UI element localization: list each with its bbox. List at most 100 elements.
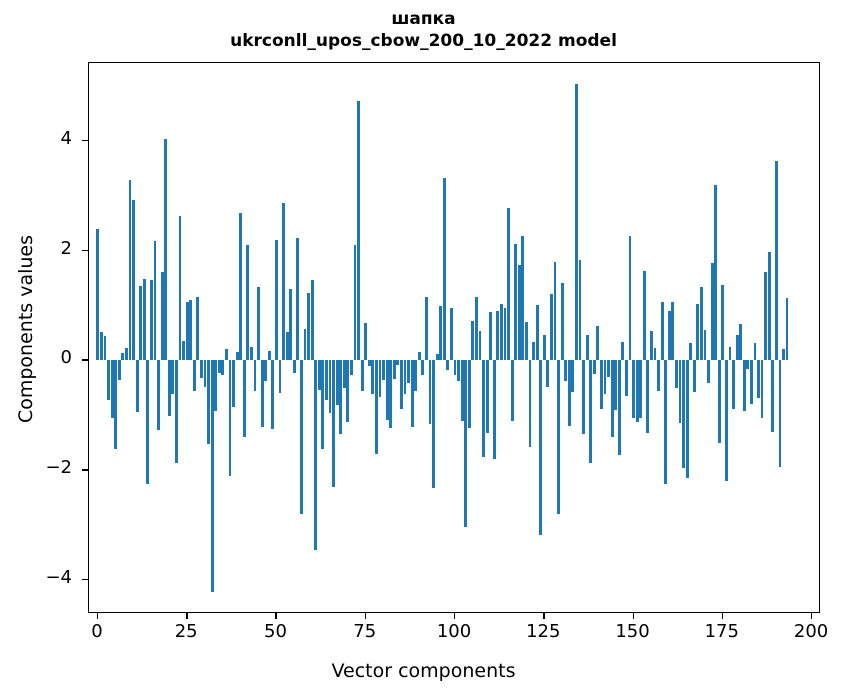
bar bbox=[696, 304, 700, 361]
bar bbox=[407, 360, 410, 384]
bar bbox=[200, 360, 203, 378]
bar bbox=[160, 271, 164, 361]
bar bbox=[542, 335, 546, 361]
bar bbox=[571, 360, 575, 392]
bar bbox=[314, 360, 318, 550]
bar bbox=[760, 360, 764, 419]
bar bbox=[578, 260, 582, 361]
bar bbox=[135, 360, 139, 413]
bar bbox=[178, 215, 182, 361]
bar bbox=[485, 360, 489, 433]
y-axis-label: Components values bbox=[15, 234, 37, 424]
bar bbox=[742, 360, 746, 411]
bar bbox=[682, 360, 685, 468]
bar bbox=[278, 360, 282, 394]
bar bbox=[585, 334, 589, 361]
bar bbox=[664, 360, 668, 484]
bar bbox=[153, 240, 157, 361]
bar bbox=[203, 360, 207, 388]
bar bbox=[442, 177, 446, 361]
bar bbox=[300, 360, 303, 515]
bar bbox=[564, 360, 568, 382]
bar bbox=[385, 360, 389, 420]
bar bbox=[446, 360, 450, 371]
bar bbox=[353, 245, 357, 361]
bar bbox=[182, 341, 186, 361]
y-tick-label: 0 bbox=[60, 347, 72, 369]
x-axis-label: Vector components bbox=[331, 660, 516, 682]
bar bbox=[674, 360, 678, 388]
bar bbox=[457, 360, 460, 381]
y-tick-label: −2 bbox=[45, 457, 72, 479]
bar bbox=[321, 360, 325, 450]
bar bbox=[185, 302, 189, 361]
x-tick-label: 200 bbox=[793, 621, 829, 642]
bar bbox=[435, 353, 439, 361]
bar bbox=[171, 360, 175, 395]
bar bbox=[242, 360, 246, 438]
bar bbox=[421, 360, 425, 375]
bar bbox=[246, 245, 250, 361]
bar bbox=[724, 360, 728, 481]
bar bbox=[524, 322, 528, 361]
bar bbox=[432, 360, 435, 489]
bar bbox=[678, 360, 682, 423]
bar bbox=[771, 360, 775, 432]
bar bbox=[339, 360, 343, 434]
bar bbox=[553, 261, 557, 361]
bar bbox=[507, 207, 510, 361]
bar bbox=[292, 360, 296, 373]
chart-title-line-2: ukrconll_upos_cbow_200_10_2022 model bbox=[230, 31, 617, 51]
bar bbox=[557, 360, 560, 515]
y-tick-mark bbox=[82, 469, 88, 471]
bar bbox=[121, 352, 125, 361]
bar bbox=[646, 360, 650, 433]
x-tick-label: 50 bbox=[264, 621, 287, 642]
bar bbox=[635, 360, 639, 422]
bar bbox=[521, 236, 525, 361]
bar bbox=[439, 305, 443, 361]
bar bbox=[350, 360, 353, 376]
bar bbox=[228, 360, 232, 477]
bar bbox=[510, 360, 514, 421]
bar bbox=[671, 302, 675, 361]
chart-title-line-1: шапка bbox=[391, 9, 456, 29]
bar bbox=[214, 360, 218, 412]
bar bbox=[296, 237, 300, 361]
bar bbox=[757, 360, 760, 398]
bar bbox=[235, 352, 239, 361]
bar bbox=[471, 320, 475, 361]
y-tick-mark bbox=[82, 359, 88, 361]
bar bbox=[207, 360, 211, 444]
bar bbox=[778, 360, 782, 468]
y-tick-label: 2 bbox=[60, 237, 72, 259]
bar bbox=[221, 360, 225, 375]
bar bbox=[253, 360, 257, 392]
bar bbox=[103, 335, 107, 361]
bar bbox=[628, 235, 632, 361]
bar bbox=[728, 347, 732, 361]
bar bbox=[375, 360, 378, 454]
bar bbox=[582, 360, 585, 434]
bar bbox=[603, 360, 607, 395]
bar bbox=[639, 360, 643, 419]
bar bbox=[685, 360, 689, 479]
bar bbox=[192, 360, 196, 391]
bar bbox=[642, 270, 646, 361]
bar bbox=[175, 360, 178, 463]
bar bbox=[721, 284, 725, 361]
bar bbox=[692, 360, 696, 392]
bar bbox=[371, 360, 375, 395]
bar bbox=[310, 279, 314, 361]
bar bbox=[410, 360, 414, 428]
bar bbox=[428, 360, 432, 424]
bar bbox=[110, 360, 114, 418]
bar bbox=[96, 229, 100, 361]
x-tick-label: 125 bbox=[526, 621, 561, 642]
bar bbox=[621, 341, 625, 361]
bar bbox=[535, 305, 539, 361]
bar bbox=[392, 360, 396, 380]
bar bbox=[107, 360, 111, 400]
bar bbox=[125, 348, 128, 361]
